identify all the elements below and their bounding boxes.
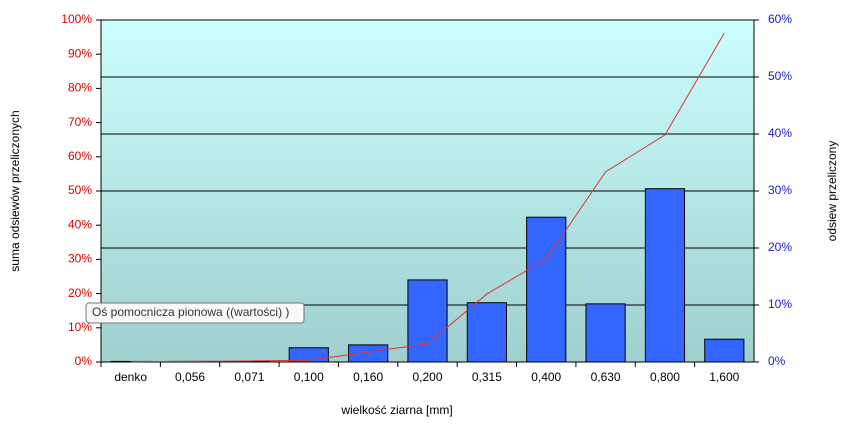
bar — [526, 216, 567, 363]
y2-tick-label: 10% — [768, 297, 792, 311]
y2-tick-label: 60% — [768, 12, 792, 26]
y-tick-label: 50% — [68, 183, 92, 197]
x-tick-label: 0,056 — [175, 370, 205, 384]
bar — [585, 303, 626, 363]
y2-tick-label: 30% — [768, 183, 792, 197]
bar — [466, 302, 507, 363]
y2-tick-label: 50% — [768, 69, 792, 83]
y2-tick-label: 40% — [768, 126, 792, 140]
y-tick-label: 30% — [68, 252, 92, 266]
y-tick-label: 70% — [68, 115, 92, 129]
tooltip-box — [85, 302, 305, 324]
y-tick-label: 20% — [68, 286, 92, 300]
x-tick-label: 0,630 — [591, 370, 621, 384]
x-tick-label: 0,800 — [650, 370, 680, 384]
y-tick-label: 40% — [68, 217, 92, 231]
y-axis-title: suma odsiewów przeliczonych — [8, 110, 22, 271]
x-tick-label: 0,200 — [412, 370, 442, 384]
y-tick-label: 10% — [68, 320, 92, 334]
bar — [644, 188, 686, 363]
y2-tick-label: 20% — [768, 240, 792, 254]
x-tick-label: 0,071 — [234, 370, 264, 384]
bar — [704, 338, 745, 363]
tooltip-text: Oś pomocnicza pionowa ((wartości) ) — [92, 305, 289, 319]
y2-axis-title: odsiew przeliczony — [825, 141, 839, 242]
x-tick-label: 0,160 — [353, 370, 383, 384]
bar — [407, 279, 448, 363]
y-tick-label: 80% — [68, 81, 92, 95]
x-tick-label: 1,600 — [709, 370, 739, 384]
y-tick-label: 100% — [61, 12, 92, 26]
tooltip: Oś pomocnicza pionowa ((wartości) ) — [85, 302, 305, 324]
x-tick-label: 0,400 — [531, 370, 561, 384]
bar — [348, 344, 389, 363]
x-tick-label: 0,315 — [472, 370, 502, 384]
y-tick-label: 0% — [75, 354, 93, 368]
y2-tick-label: 0% — [768, 354, 786, 368]
x-tick-label: denko — [114, 370, 147, 384]
y-tick-label: 90% — [68, 46, 92, 60]
y-tick-label: 60% — [68, 149, 92, 163]
line — [130, 32, 725, 363]
x-tick-label: 0,100 — [294, 370, 324, 384]
x-axis-title: wielkość ziarna [mm] — [340, 403, 452, 417]
